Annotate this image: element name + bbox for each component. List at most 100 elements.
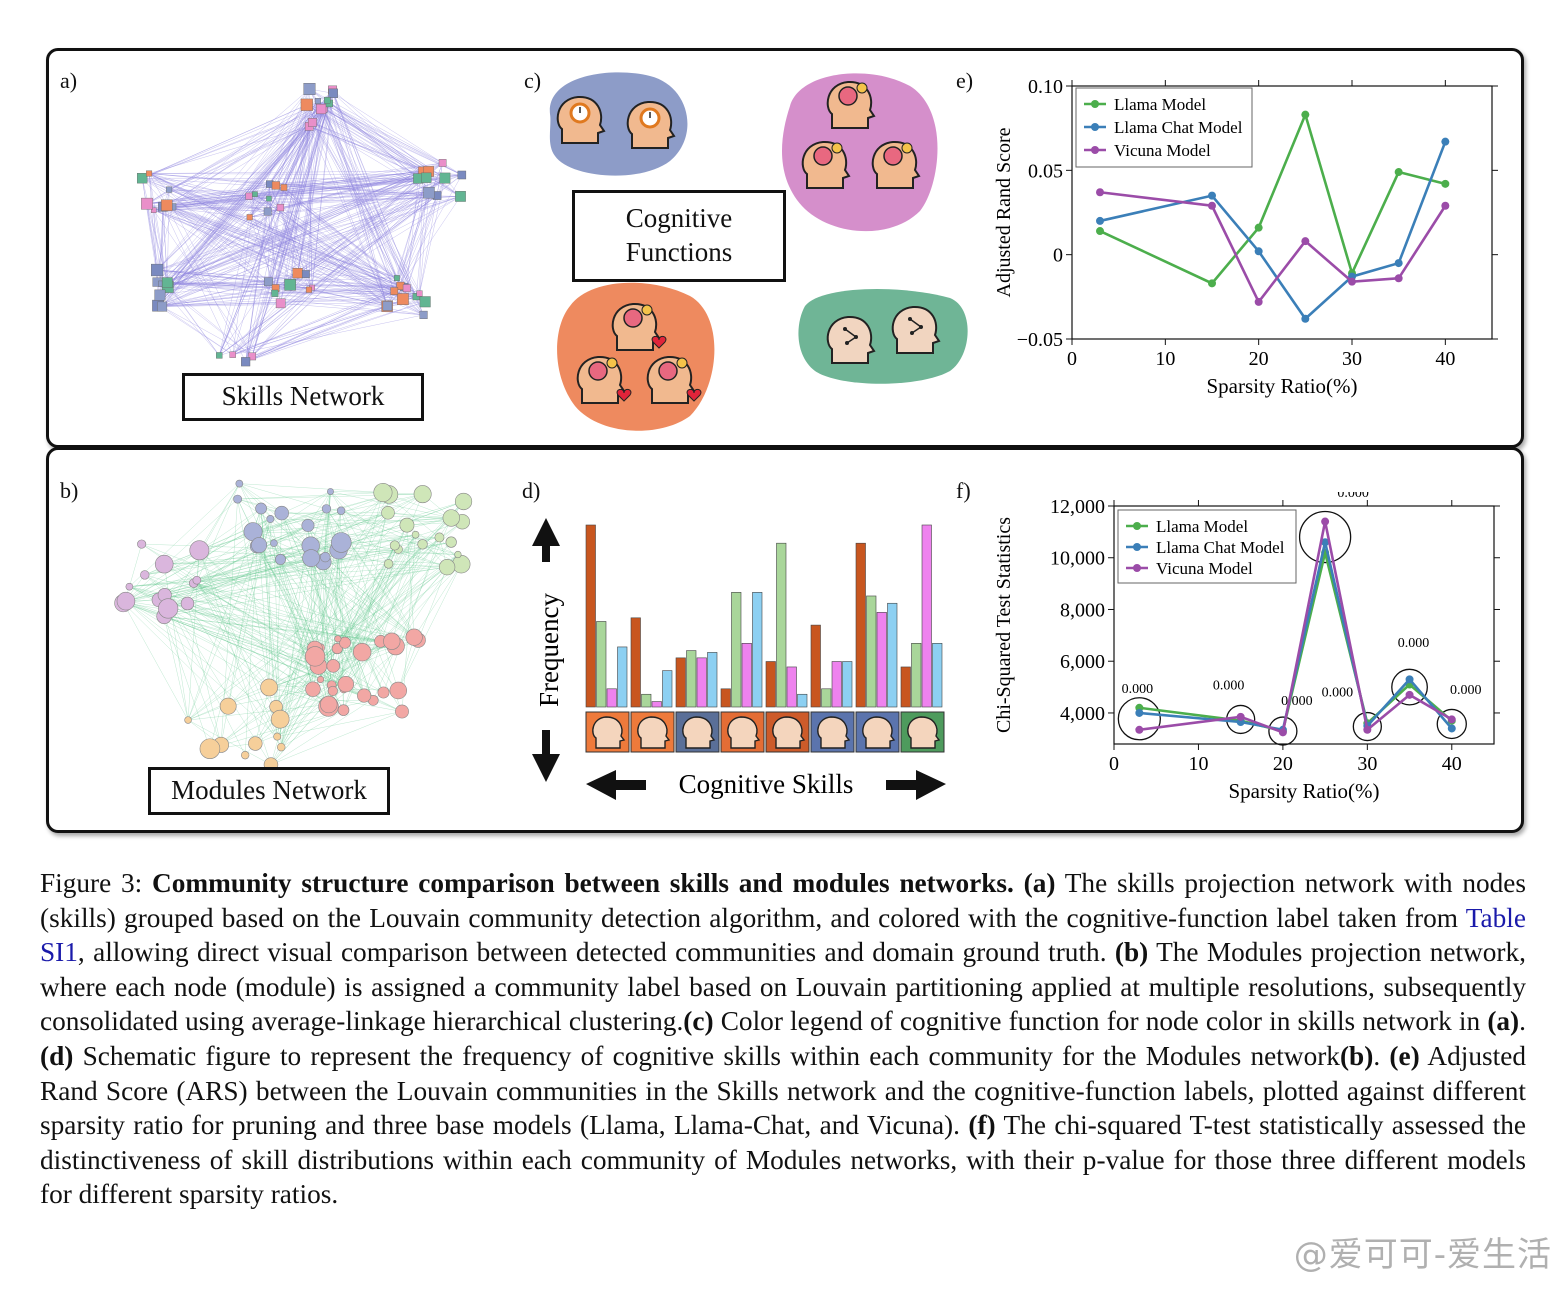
module-edge xyxy=(123,602,319,667)
module-edge xyxy=(314,512,389,649)
module-edge xyxy=(314,549,399,657)
module-node xyxy=(337,675,354,693)
skills-edge xyxy=(162,206,168,283)
module-edge xyxy=(125,600,281,720)
skills-edge xyxy=(167,177,427,288)
blob-pink xyxy=(781,73,938,232)
skill-node xyxy=(308,118,317,127)
module-node xyxy=(336,506,346,515)
legend-swatch-point xyxy=(1133,543,1141,551)
frequency-bar xyxy=(741,643,752,708)
module-edge xyxy=(193,582,321,680)
module-edge xyxy=(259,494,390,546)
module-node xyxy=(381,505,395,520)
module-edge xyxy=(363,554,459,696)
skills-edge xyxy=(312,122,388,307)
module-edge xyxy=(164,594,419,641)
skills-edge xyxy=(317,100,426,302)
frequency-bar xyxy=(831,661,842,708)
module-edge xyxy=(330,491,452,519)
module-node xyxy=(304,646,326,667)
caption-fig-number: Figure 3: xyxy=(40,868,153,898)
skills-edge xyxy=(274,290,395,294)
module-node xyxy=(439,559,456,576)
module-edge xyxy=(325,557,365,696)
module-edge xyxy=(199,550,278,737)
module-edge xyxy=(196,580,282,748)
caption-a-tag: (a) xyxy=(1023,868,1056,898)
frequency-bar xyxy=(776,542,787,708)
series-point xyxy=(1441,179,1450,188)
module-node xyxy=(417,539,428,550)
module-node xyxy=(327,488,334,495)
module-edge xyxy=(343,544,423,711)
skills-edge xyxy=(157,305,233,355)
module-node xyxy=(395,704,409,719)
module-edge xyxy=(187,508,262,721)
module-node xyxy=(320,695,338,714)
module-edge xyxy=(361,534,416,653)
module-node xyxy=(277,742,286,752)
skills-edge xyxy=(167,100,319,283)
module-edge xyxy=(187,603,222,745)
series-point xyxy=(1208,279,1216,288)
skills-edge xyxy=(162,296,417,307)
module-node xyxy=(442,509,460,527)
cognitive-skill-icon xyxy=(720,711,765,753)
skill-node xyxy=(457,170,467,180)
caption-b-text: The Modules projection network, where ea… xyxy=(40,937,1526,1037)
module-node xyxy=(140,570,150,580)
skill-node xyxy=(161,199,173,211)
table-si1-link[interactable]: Table SI1 xyxy=(40,902,1526,968)
module-edge xyxy=(209,518,271,749)
legend-label: Llama Model xyxy=(1114,95,1206,114)
skills-edge xyxy=(419,192,430,294)
module-node xyxy=(334,635,342,643)
module-node xyxy=(413,485,432,504)
pvalue-circle xyxy=(1436,708,1467,740)
skill-node xyxy=(276,203,285,212)
module-edge xyxy=(406,525,415,638)
module-node xyxy=(274,553,286,565)
caption-d-text2: . xyxy=(1373,1040,1390,1071)
frequency-bar xyxy=(932,643,943,708)
module-edge xyxy=(196,580,270,688)
module-edge xyxy=(281,513,321,648)
x-tick-label: 40 xyxy=(1442,753,1462,775)
skills-edge xyxy=(305,108,322,275)
series-point xyxy=(1135,708,1144,717)
skill-node xyxy=(266,195,272,202)
skill-node xyxy=(419,310,428,319)
legend-swatch-point xyxy=(1133,522,1141,530)
module-node xyxy=(305,681,321,697)
module-edge xyxy=(164,561,324,565)
module-edge xyxy=(158,599,396,647)
module-edge xyxy=(123,602,316,657)
skill-node xyxy=(245,192,253,200)
module-node xyxy=(301,518,315,532)
skills-edge xyxy=(280,207,397,279)
head-icon xyxy=(826,315,876,364)
skill-node xyxy=(275,298,286,309)
skills-edge xyxy=(396,177,427,279)
frequency-bar xyxy=(786,666,797,708)
frequency-bar xyxy=(675,657,686,708)
x-tick-label: 0 xyxy=(1109,753,1119,775)
series-point xyxy=(1135,725,1144,734)
module-node xyxy=(383,632,401,650)
module-edge xyxy=(193,582,314,690)
skills-edge xyxy=(149,126,310,174)
module-edge xyxy=(363,534,416,696)
module-node xyxy=(180,596,195,611)
panel-e-label: e) xyxy=(956,68,974,93)
module-edge xyxy=(158,544,423,601)
series-point xyxy=(1394,168,1403,177)
pvalue-circle xyxy=(1391,668,1428,706)
module-node xyxy=(373,483,393,503)
skills-edge xyxy=(166,204,417,297)
cognitive-function-legend xyxy=(549,72,968,431)
module-node xyxy=(235,479,244,488)
frequency-down-arrow xyxy=(532,730,560,782)
skills-edge xyxy=(162,285,401,307)
series-line xyxy=(1099,141,1447,321)
